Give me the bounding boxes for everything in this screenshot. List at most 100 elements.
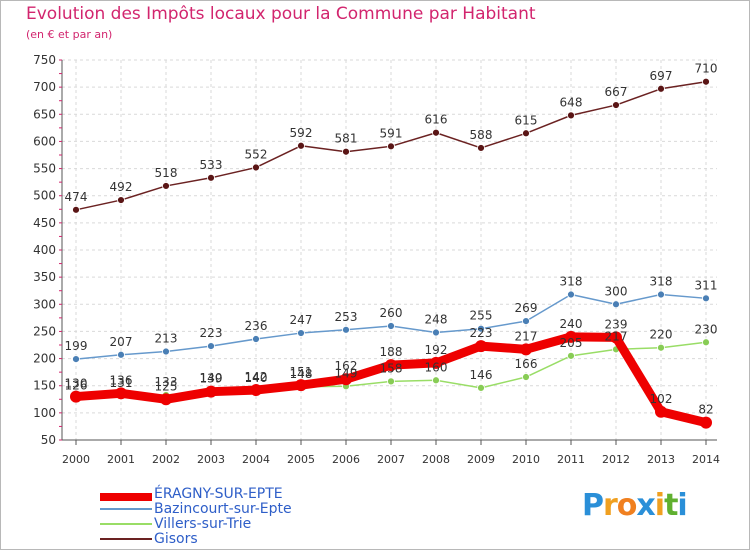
y-tick-label-50: 50 xyxy=(41,433,56,447)
data-label-bazincourt-2000: 199 xyxy=(65,339,88,353)
point-bazincourt-2000 xyxy=(72,355,80,364)
data-label-villers-2012: 217 xyxy=(605,329,628,343)
y-tick-label-250: 250 xyxy=(33,324,56,338)
point-eragny-2014 xyxy=(700,416,712,429)
logo-letter-4: i xyxy=(654,488,665,523)
data-label-eragny-2007: 188 xyxy=(380,345,403,359)
data-label-villers-2004: 140 xyxy=(245,371,268,385)
data-label-eragny-2000: 130 xyxy=(65,377,88,391)
proxiti-logo: Proxiti xyxy=(582,488,688,523)
data-label-gisors-2000: 474 xyxy=(65,190,88,204)
point-bazincourt-2001 xyxy=(117,350,125,359)
point-bazincourt-2006 xyxy=(342,325,350,334)
data-label-gisors-2013: 697 xyxy=(650,69,673,83)
point-bazincourt-2005 xyxy=(297,329,305,337)
point-gisors-2008 xyxy=(432,128,440,137)
point-villers-2013 xyxy=(657,343,665,352)
legend-swatch-eragny xyxy=(100,493,152,501)
y-tick-label-100: 100 xyxy=(33,406,56,420)
chart-title: Evolution des Impôts locaux pour la Comm… xyxy=(26,4,536,24)
point-eragny-2009 xyxy=(475,340,487,353)
point-eragny-2007 xyxy=(385,359,397,372)
x-tick-label-2007: 2007 xyxy=(377,453,405,466)
point-eragny-2012 xyxy=(610,331,622,344)
legend-label-gisors: Gisors xyxy=(154,531,198,547)
point-eragny-2006 xyxy=(340,373,352,386)
legend-label-eragny: ÉRAGNY-SUR-EPTE xyxy=(154,486,283,502)
x-tick-label-2008: 2008 xyxy=(422,453,450,466)
data-label-bazincourt-2007: 260 xyxy=(380,306,403,320)
data-label-bazincourt-2003: 223 xyxy=(200,326,223,340)
data-label-gisors-2005: 592 xyxy=(290,126,313,140)
data-label-villers-2002: 133 xyxy=(155,375,178,389)
point-eragny-2013 xyxy=(655,405,667,418)
data-label-gisors-2006: 581 xyxy=(335,132,358,146)
point-villers-2009 xyxy=(477,383,485,392)
data-label-villers-2007: 158 xyxy=(380,361,403,375)
point-gisors-2004 xyxy=(252,163,260,172)
point-bazincourt-2009 xyxy=(477,324,485,333)
point-bazincourt-2002 xyxy=(162,347,170,356)
point-eragny-2008 xyxy=(430,356,442,369)
data-label-bazincourt-2014: 311 xyxy=(695,278,718,292)
data-label-eragny-2011: 240 xyxy=(560,317,583,331)
y-tick-label-350: 350 xyxy=(33,270,56,284)
point-gisors-2009 xyxy=(477,144,485,152)
y-tick-label-300: 300 xyxy=(33,297,56,311)
data-label-villers-2008: 160 xyxy=(425,360,448,374)
data-label-bazincourt-2009: 255 xyxy=(470,309,493,323)
point-eragny-2000 xyxy=(70,390,82,403)
data-label-gisors-2009: 588 xyxy=(470,128,493,142)
data-label-eragny-2006: 162 xyxy=(335,359,358,373)
x-tick-label-2002: 2002 xyxy=(152,453,180,466)
point-eragny-2011 xyxy=(565,330,577,343)
data-label-villers-2014: 230 xyxy=(695,322,718,336)
x-tick-label-2012: 2012 xyxy=(602,453,630,466)
x-tick-label-2013: 2013 xyxy=(647,453,675,466)
data-label-bazincourt-2011: 318 xyxy=(560,275,583,289)
x-tick-label-2006: 2006 xyxy=(332,453,360,466)
point-gisors-2003 xyxy=(207,173,215,182)
data-label-eragny-2008: 192 xyxy=(425,343,448,357)
data-label-gisors-2012: 667 xyxy=(605,85,628,99)
point-gisors-2010 xyxy=(522,129,530,138)
point-bazincourt-2011 xyxy=(567,290,575,299)
data-label-eragny-2013: 102 xyxy=(650,392,673,406)
logo-letter-1: r xyxy=(603,488,618,523)
data-label-eragny-2009: 223 xyxy=(470,326,493,340)
data-label-gisors-2004: 552 xyxy=(245,147,268,161)
data-label-villers-2005: 148 xyxy=(290,367,313,381)
point-villers-2007 xyxy=(387,377,395,386)
point-bazincourt-2012 xyxy=(612,300,620,309)
data-label-gisors-2001: 492 xyxy=(110,180,133,194)
point-gisors-2012 xyxy=(612,101,620,109)
data-label-villers-2013: 220 xyxy=(650,328,673,342)
logo-letter-0: P xyxy=(582,488,604,523)
point-bazincourt-2008 xyxy=(432,328,440,337)
data-label-eragny-2010: 217 xyxy=(515,329,538,343)
data-label-bazincourt-2002: 213 xyxy=(155,332,178,346)
point-gisors-2002 xyxy=(162,182,170,190)
chart-subtitle: (en € et par an) xyxy=(26,28,113,41)
x-tick-label-2001: 2001 xyxy=(107,453,135,466)
point-gisors-2007 xyxy=(387,142,395,151)
x-tick-label-2000: 2000 xyxy=(62,453,90,466)
x-tick-label-2014: 2014 xyxy=(692,453,720,466)
data-label-gisors-2010: 615 xyxy=(515,113,538,127)
legend-swatch-villers xyxy=(100,523,152,525)
data-label-bazincourt-2010: 269 xyxy=(515,301,538,315)
x-tick-label-2004: 2004 xyxy=(242,453,270,466)
data-label-villers-2000: 126 xyxy=(65,379,88,393)
x-tick-label-2003: 2003 xyxy=(197,453,225,466)
point-villers-2014 xyxy=(702,338,710,347)
logo-letter-6: i xyxy=(677,488,687,523)
point-gisors-2000 xyxy=(72,205,80,214)
y-tick-label-450: 450 xyxy=(33,216,56,230)
data-label-villers-2006: 149 xyxy=(335,366,358,380)
data-label-bazincourt-2012: 300 xyxy=(605,284,628,298)
data-label-eragny-2012: 239 xyxy=(605,317,628,331)
logo-letter-2: o xyxy=(616,488,638,523)
point-bazincourt-2014 xyxy=(702,294,710,303)
point-gisors-2011 xyxy=(567,111,575,120)
